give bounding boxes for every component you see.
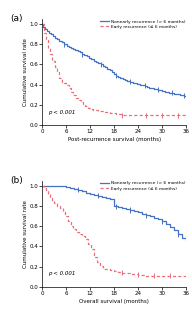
Legend: Nonearly recurrence (> 6 months), Early recurrence (≤ 6 months): Nonearly recurrence (> 6 months), Early … <box>99 181 185 191</box>
Text: (b): (b) <box>11 176 23 185</box>
X-axis label: Overall survival (months): Overall survival (months) <box>79 299 149 304</box>
Y-axis label: Cumulative survival rate: Cumulative survival rate <box>23 200 28 268</box>
X-axis label: Post-recurrence survival (months): Post-recurrence survival (months) <box>68 137 161 142</box>
Legend: Nonearly recurrence (> 6 months), Early recurrence (≤ 6 months): Nonearly recurrence (> 6 months), Early … <box>99 19 185 29</box>
Text: p < 0.001: p < 0.001 <box>48 271 75 276</box>
Y-axis label: Cumulative survival rate: Cumulative survival rate <box>23 38 28 106</box>
Text: p < 0.001: p < 0.001 <box>48 110 75 115</box>
Text: (a): (a) <box>11 14 23 23</box>
